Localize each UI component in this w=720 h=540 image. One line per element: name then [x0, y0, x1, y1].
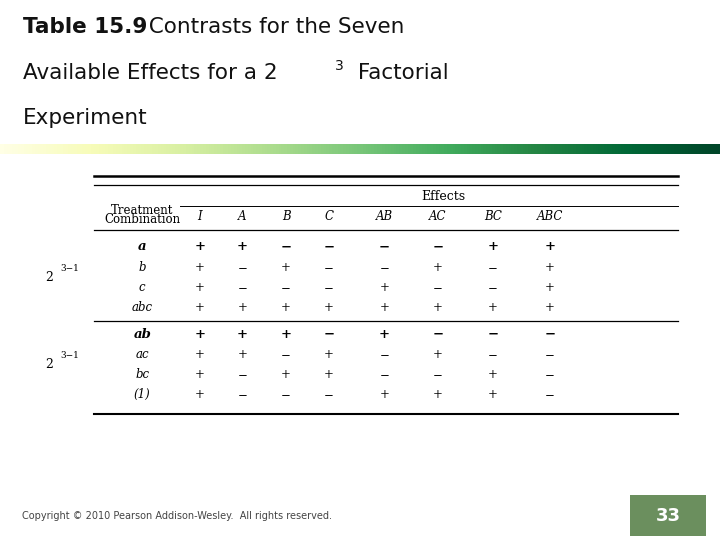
- Text: +: +: [238, 348, 248, 361]
- Text: −: −: [545, 348, 555, 361]
- Text: −: −: [433, 281, 443, 294]
- Text: −: −: [379, 348, 389, 361]
- Text: +: +: [194, 281, 204, 294]
- Text: +: +: [379, 388, 389, 401]
- Text: Factorial: Factorial: [351, 63, 449, 83]
- Text: B: B: [282, 210, 290, 222]
- Text: ab: ab: [133, 328, 151, 341]
- Text: 2: 2: [45, 358, 53, 371]
- Text: −: −: [238, 368, 248, 381]
- Text: +: +: [324, 301, 334, 314]
- Text: −: −: [487, 348, 498, 361]
- Text: 3: 3: [336, 59, 344, 73]
- Text: −: −: [379, 240, 390, 253]
- Text: +: +: [379, 301, 389, 314]
- Text: abc: abc: [132, 301, 153, 314]
- Text: +: +: [194, 240, 205, 253]
- Text: Contrasts for the Seven: Contrasts for the Seven: [135, 17, 404, 37]
- Text: +: +: [194, 301, 204, 314]
- Text: A: A: [238, 210, 247, 222]
- Text: c: c: [139, 281, 145, 294]
- Text: −: −: [324, 281, 334, 294]
- Text: +: +: [324, 348, 334, 361]
- Text: +: +: [237, 240, 248, 253]
- Text: −: −: [238, 388, 248, 401]
- Text: −: −: [323, 240, 335, 253]
- Text: Treatment: Treatment: [111, 204, 174, 217]
- Text: 33: 33: [656, 507, 680, 525]
- Text: −: −: [281, 240, 292, 253]
- Text: +: +: [238, 301, 248, 314]
- Text: +: +: [281, 261, 291, 274]
- Text: +: +: [487, 240, 498, 253]
- Text: −: −: [238, 281, 248, 294]
- Text: Table 15.9: Table 15.9: [23, 17, 148, 37]
- Text: +: +: [281, 301, 291, 314]
- Text: +: +: [487, 368, 498, 381]
- Text: −: −: [487, 281, 498, 294]
- Text: +: +: [544, 240, 556, 253]
- Text: −: −: [487, 261, 498, 274]
- Text: 3−1: 3−1: [60, 351, 80, 360]
- Text: +: +: [545, 301, 555, 314]
- Text: 3−1: 3−1: [60, 264, 80, 273]
- Text: −: −: [238, 261, 248, 274]
- Text: 2: 2: [45, 271, 53, 284]
- Text: −: −: [487, 328, 498, 341]
- Text: +: +: [194, 328, 205, 341]
- Text: C: C: [325, 210, 333, 222]
- FancyBboxPatch shape: [630, 495, 706, 536]
- Text: Available Effects for a 2: Available Effects for a 2: [23, 63, 278, 83]
- Text: I: I: [197, 210, 202, 222]
- Text: +: +: [433, 301, 443, 314]
- Text: −: −: [433, 240, 444, 253]
- Text: +: +: [324, 368, 334, 381]
- Text: +: +: [487, 301, 498, 314]
- Text: +: +: [194, 388, 204, 401]
- Text: AC: AC: [429, 210, 447, 222]
- Text: AB: AB: [376, 210, 392, 222]
- Text: −: −: [324, 388, 334, 401]
- Text: +: +: [545, 261, 555, 274]
- Text: +: +: [433, 348, 443, 361]
- Text: a: a: [138, 240, 147, 253]
- Text: (1): (1): [134, 388, 150, 401]
- Text: +: +: [237, 328, 248, 341]
- Text: −: −: [281, 388, 291, 401]
- Text: Experiment: Experiment: [23, 108, 148, 128]
- Text: −: −: [323, 328, 335, 341]
- Text: Copyright © 2010 Pearson Addison-Wesley.  All rights reserved.: Copyright © 2010 Pearson Addison-Wesley.…: [22, 511, 332, 521]
- Text: +: +: [194, 348, 204, 361]
- Text: +: +: [433, 261, 443, 274]
- Text: −: −: [281, 348, 291, 361]
- Text: −: −: [281, 281, 291, 294]
- Text: BC: BC: [484, 210, 502, 222]
- Text: −: −: [379, 261, 389, 274]
- Text: +: +: [379, 281, 389, 294]
- Text: −: −: [379, 368, 389, 381]
- Text: −: −: [544, 328, 556, 341]
- Text: ac: ac: [135, 348, 149, 361]
- Text: Effects: Effects: [421, 190, 465, 203]
- Text: bc: bc: [135, 368, 149, 381]
- Text: −: −: [324, 261, 334, 274]
- Text: +: +: [545, 281, 555, 294]
- Text: +: +: [281, 328, 292, 341]
- Text: −: −: [545, 368, 555, 381]
- Text: +: +: [487, 388, 498, 401]
- Text: −: −: [545, 388, 555, 401]
- Text: +: +: [281, 368, 291, 381]
- Text: −: −: [433, 368, 443, 381]
- Text: ABC: ABC: [537, 210, 563, 222]
- Text: −: −: [433, 328, 444, 341]
- Text: +: +: [379, 328, 390, 341]
- Text: +: +: [194, 368, 204, 381]
- Text: +: +: [433, 388, 443, 401]
- Text: +: +: [194, 261, 204, 274]
- Text: b: b: [138, 261, 146, 274]
- Text: Combination: Combination: [104, 213, 180, 226]
